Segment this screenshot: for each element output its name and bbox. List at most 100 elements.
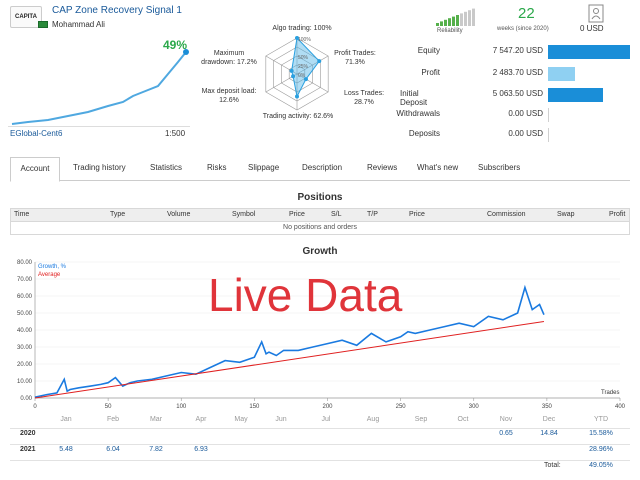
tab-description[interactable]: Description	[302, 163, 343, 172]
capital-logo: CAPITA	[10, 6, 42, 28]
growth-chart: 0.00 10.00 20.00 30.00 40.00 50.00 60.00 70.00 8…	[17, 260, 626, 410]
col-sl[interactable]: S/L	[331, 211, 342, 218]
stat-row: Initial Deposit 5 063.50 USD	[400, 88, 630, 107]
live-data-overlay: Live Data	[208, 269, 403, 321]
stat-row: Deposits 0.00 USD	[400, 128, 630, 142]
stat-label: Deposits	[408, 129, 440, 138]
mini-growth-chart	[11, 49, 189, 125]
reliability-bar	[436, 23, 439, 26]
radar-point	[317, 59, 322, 64]
monthly-return-value: 7.82	[149, 446, 163, 453]
legend-average: Average	[38, 272, 61, 278]
tab-account[interactable]: Account	[10, 157, 60, 182]
tab-reviews[interactable]: Reviews	[367, 163, 398, 172]
radar-chart: 100% 50% 25% 0%	[265, 36, 329, 111]
x-tick-label: 0	[33, 404, 37, 410]
divider	[10, 444, 630, 445]
radar-label-activity: Trading activity: 62.6%	[262, 113, 334, 120]
tab-slippage[interactable]: Slippage	[248, 163, 280, 172]
tab-whats-new[interactable]: What's new	[417, 163, 459, 172]
y-tick-label: 50.00	[17, 311, 33, 317]
broker-link[interactable]: EGlobal-Cent6	[10, 129, 63, 138]
y-tick-label: 20.00	[17, 362, 33, 368]
col-time[interactable]: Time	[14, 211, 30, 218]
radar-point	[291, 74, 296, 79]
tab-trading-history[interactable]: Trading history	[73, 163, 126, 172]
stat-value: 7 547.20 USD	[492, 46, 543, 55]
x-tick-label: 400	[615, 404, 626, 410]
monthly-return-value: 6.93	[194, 446, 208, 453]
x-tick-label: 100	[176, 404, 187, 410]
radar-point	[289, 68, 294, 73]
divider	[10, 428, 630, 429]
radar-label-profit-trades: Profit Trades: 71.3%	[334, 50, 376, 66]
stat-label: Profit	[421, 68, 440, 77]
radar-label-max-load: Max deposit load: 12.6%	[201, 88, 257, 104]
country-flag-icon	[38, 21, 48, 28]
col-price-2[interactable]: Price	[409, 211, 425, 218]
positions-empty-text: No positions and orders	[10, 222, 630, 235]
year-table-month-header: Mar	[149, 416, 163, 423]
weeks-label: weeks (since 2020)	[497, 26, 549, 32]
radar-label-max-drawdown: Maximum drawdown: 17.2%	[201, 50, 257, 66]
year-table-month-header: Feb	[106, 416, 120, 423]
stat-row: Withdrawals 0.00 USD	[396, 108, 630, 122]
logo-text: CAPITA	[15, 14, 37, 20]
reliability-bar	[456, 15, 459, 26]
tab-subscribers[interactable]: Subscribers	[478, 163, 521, 172]
average-series-line	[34, 321, 545, 399]
tab-bar: Account Trading history Statistics Risks…	[10, 157, 630, 182]
monthly-return-value: 0.65	[499, 430, 513, 437]
radar-label-algo: Algo trading: 100%	[272, 25, 332, 32]
divider	[10, 460, 630, 461]
growth-title: Growth	[302, 246, 338, 257]
radar-label-loss-trades: Loss Trades: 28.7%	[343, 90, 385, 106]
year-table-month-header: Nov	[499, 416, 513, 423]
col-type[interactable]: Type	[110, 211, 126, 218]
col-symbol[interactable]: Symbol	[232, 211, 256, 218]
y-tick-label: 40.00	[17, 328, 33, 334]
reliability-label: Reliability	[437, 28, 463, 34]
subscribers-icon	[588, 4, 604, 23]
y-tick-label: 0.00	[20, 396, 32, 402]
reliability-bar	[448, 18, 451, 26]
col-tp[interactable]: T/P	[367, 211, 378, 218]
stat-label: Initial Deposit	[400, 89, 428, 107]
signal-title[interactable]: CAP Zone Recovery Signal 1	[52, 5, 182, 16]
y-tick-label: 30.00	[17, 345, 33, 351]
year-label: 2020	[20, 430, 36, 437]
stat-bar	[548, 67, 576, 81]
reliability-bar	[444, 19, 447, 26]
col-profit[interactable]: Profit	[609, 211, 626, 218]
stat-value: 0.00 USD	[508, 109, 543, 118]
tab-statistics[interactable]: Statistics	[150, 163, 183, 172]
radar-axis	[296, 55, 329, 75]
col-volume[interactable]: Volume	[167, 211, 191, 218]
monthly-return-value: 5.48	[59, 446, 73, 453]
col-swap[interactable]: Swap	[557, 211, 575, 218]
x-tick-label: 150	[249, 404, 260, 410]
col-commission[interactable]: Commission	[487, 211, 526, 218]
growth-series-line	[34, 284, 545, 398]
stat-value: 0.00 USD	[508, 129, 543, 138]
positions-header: Time Type Volume Symbol Price S/L T/P Pr…	[10, 208, 630, 222]
stat-label: Equity	[417, 46, 440, 55]
divider	[8, 126, 190, 127]
year-table-month-header: Dec	[542, 416, 556, 423]
radar-tick: 0%	[298, 73, 306, 79]
col-price[interactable]: Price	[289, 211, 305, 218]
year-table-month-header: Sep	[414, 416, 428, 423]
reliability-bars-icon	[436, 8, 475, 26]
positions-title: Positions	[297, 192, 343, 203]
author-name[interactable]: Mohammad Ali	[52, 20, 105, 29]
leverage-value: 1:500	[165, 129, 186, 138]
stat-bar	[548, 108, 549, 122]
tab-risks[interactable]: Risks	[207, 163, 227, 172]
year-table-month-header: YTD	[594, 416, 608, 423]
radar-tick: 100%	[298, 37, 311, 43]
stat-value: 5 063.50 USD	[492, 89, 543, 98]
x-axis-label: Trades	[601, 390, 620, 396]
x-tick-label: 250	[396, 404, 407, 410]
growth-percent: 49%	[163, 38, 188, 52]
y-tick-label: 60.00	[17, 294, 33, 300]
